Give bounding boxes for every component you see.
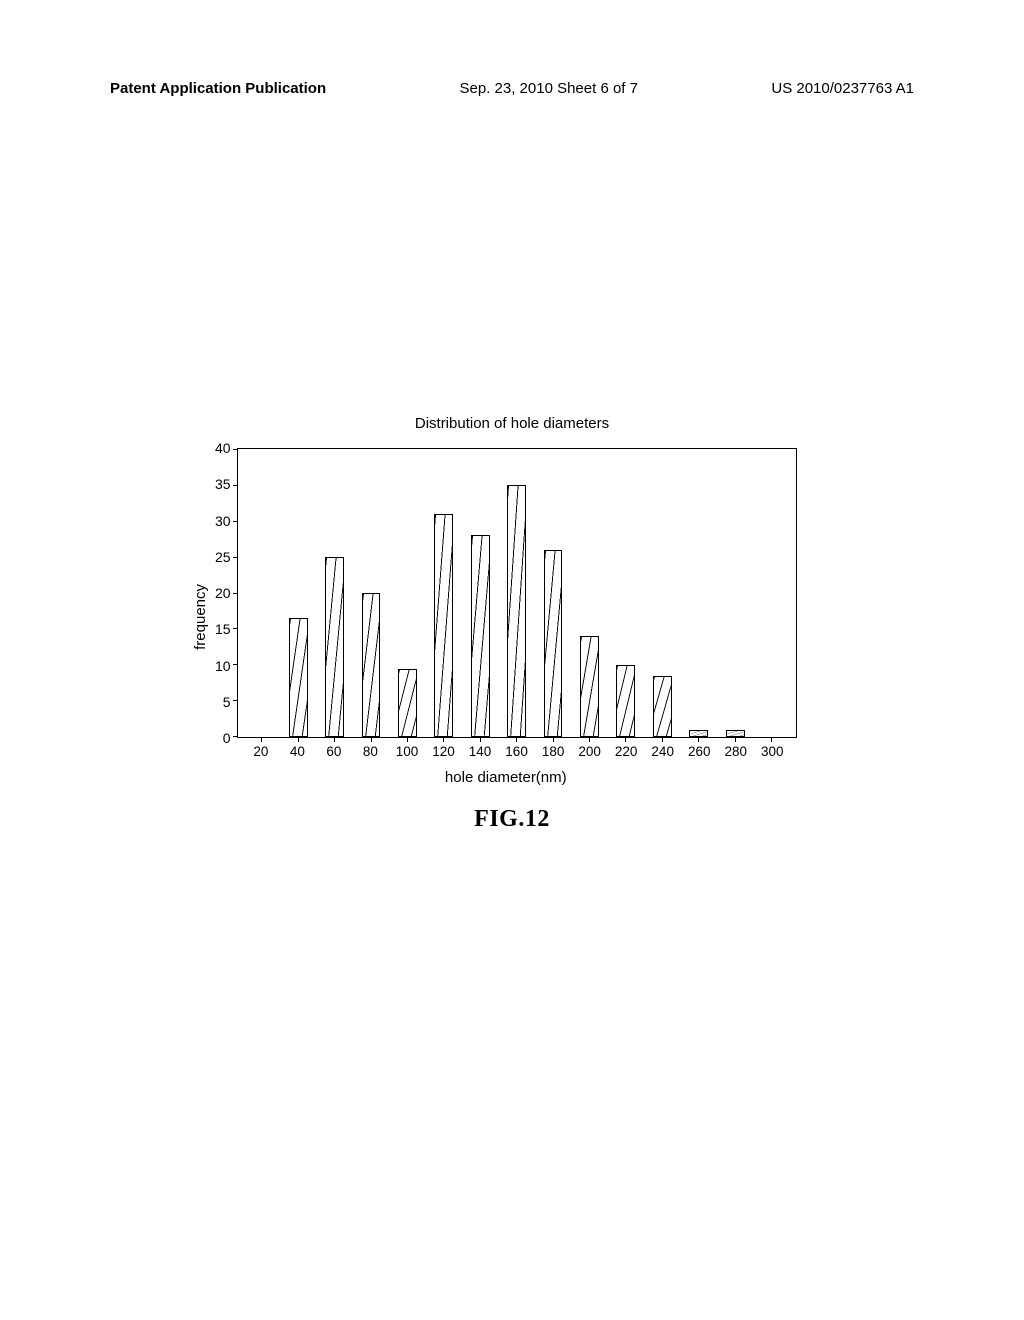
bar [289, 618, 308, 737]
x-tick: 220 [608, 744, 645, 759]
figure-12: Distribution of hole diameters frequency… [192, 415, 832, 833]
bar [507, 485, 526, 737]
x-tick: 260 [681, 744, 718, 759]
x-tick: 300 [754, 744, 791, 759]
bar [325, 557, 344, 737]
bar-cell [717, 449, 753, 737]
plot-column: 4035302520151050 20406080100120140160180… [215, 448, 797, 786]
bar [362, 593, 381, 737]
x-tick: 120 [425, 744, 462, 759]
bar-cell [244, 449, 280, 737]
bar [580, 636, 599, 737]
x-tick-marks [238, 737, 796, 742]
bar-cell [753, 449, 789, 737]
x-tick: 20 [243, 744, 280, 759]
x-tick: 280 [717, 744, 754, 759]
bar-cell [462, 449, 498, 737]
bar-cell [498, 449, 534, 737]
x-axis-label: hole diameter(nm) [215, 769, 797, 786]
header-right: US 2010/0237763 A1 [771, 80, 914, 97]
bar-cell [535, 449, 571, 737]
x-tick: 100 [389, 744, 426, 759]
x-tick: 240 [644, 744, 681, 759]
bar [544, 550, 563, 737]
bar-cell [426, 449, 462, 737]
chart-body: frequency 4035302520151050 2040608010012… [192, 448, 832, 786]
x-tick: 140 [462, 744, 499, 759]
bar-cell [644, 449, 680, 737]
bar-cell [389, 449, 425, 737]
bar-cell [608, 449, 644, 737]
bar [434, 514, 453, 737]
header-left: Patent Application Publication [110, 80, 326, 97]
bar-cell [280, 449, 316, 737]
bar [726, 730, 745, 737]
x-tick: 160 [498, 744, 535, 759]
header-center: Sep. 23, 2010 Sheet 6 of 7 [460, 80, 638, 97]
bar-cell [680, 449, 716, 737]
y-axis-label: frequency [192, 584, 209, 650]
x-tick: 60 [316, 744, 353, 759]
bar [398, 669, 417, 737]
bar [616, 665, 635, 737]
bar [689, 730, 708, 737]
bar-cell [353, 449, 389, 737]
bar [471, 535, 490, 737]
bar [653, 676, 672, 737]
page-header: Patent Application Publication Sep. 23, … [110, 80, 914, 97]
x-tick: 200 [571, 744, 608, 759]
x-tick: 180 [535, 744, 572, 759]
figure-caption: FIG.12 [192, 806, 832, 833]
plot-row: 4035302520151050 [215, 448, 797, 738]
chart-title: Distribution of hole diameters [192, 415, 832, 432]
x-tick: 80 [352, 744, 389, 759]
bar-cell [571, 449, 607, 737]
bar-cell [316, 449, 352, 737]
bars-container [238, 449, 796, 737]
plot-area [237, 448, 797, 738]
x-tick: 40 [279, 744, 316, 759]
